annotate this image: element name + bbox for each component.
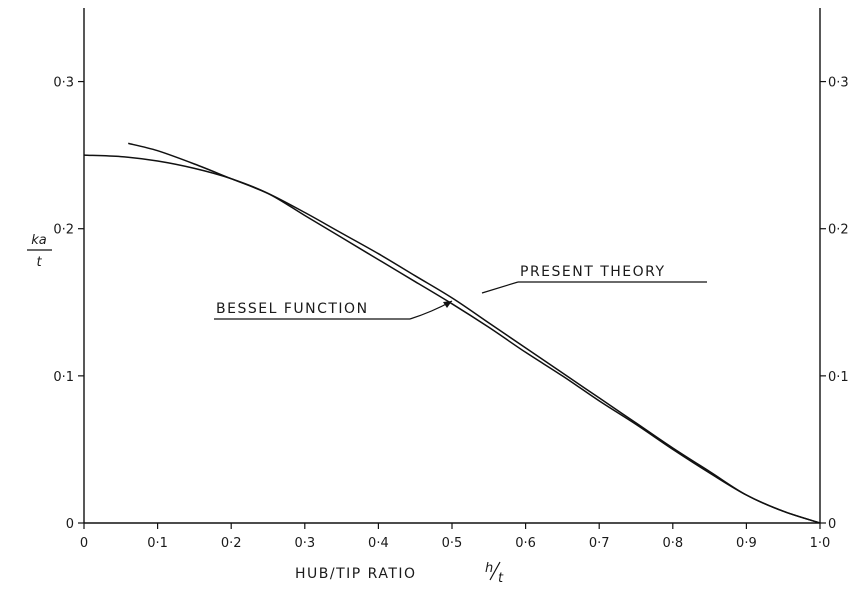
x-tick-label: 1·0	[810, 536, 831, 551]
x-tick-label: 0·1	[147, 536, 168, 551]
annotation-bessel-function: BESSEL FUNCTION	[214, 300, 453, 320]
annotation-present-theory-leader	[481, 281, 519, 294]
x-tick-label: 0·6	[515, 536, 536, 551]
x-tick-label: 0·9	[736, 536, 757, 551]
y-tick-label-left: 0·1	[53, 370, 74, 385]
y-tick-label-right: 0·1	[828, 370, 849, 385]
y-tick-label-right: 0·3	[828, 76, 849, 91]
bessel-function-line	[83, 154, 821, 524]
x-axis-symbol-slash	[489, 561, 501, 581]
y-axis-label-denominator: t	[36, 255, 42, 270]
y-ticks-right: 0 0·1 0·2 0·3	[820, 76, 849, 532]
x-tick-label: 0·8	[662, 536, 683, 551]
annotation-bessel-function-text: BESSEL FUNCTION	[216, 301, 369, 317]
x-tick-label: 0	[80, 536, 88, 551]
y-axis-label: ka t	[27, 233, 52, 270]
y-tick-label-left: 0·3	[53, 76, 74, 91]
annotation-bessel-function-arrowhead	[443, 301, 452, 308]
y-axis-label-numerator: ka	[31, 233, 47, 248]
x-tick-label: 0·7	[589, 536, 610, 551]
y-tick-label-left: 0	[66, 517, 74, 532]
annotation-present-theory: PRESENT THEORY	[481, 264, 707, 294]
x-axis-symbol-denominator: t	[498, 571, 504, 586]
y-ticks-left: 0 0·1 0·2 0·3	[53, 76, 84, 532]
x-tick-label: 0·2	[221, 536, 242, 551]
x-axis-symbol: h t	[485, 561, 504, 586]
x-axis-symbol-numerator: h	[485, 561, 493, 576]
series-group	[83, 142, 821, 524]
y-tick-label-left: 0·2	[53, 223, 74, 238]
x-tick-label: 0·4	[368, 536, 389, 551]
y-tick-label-right: 0	[828, 517, 836, 532]
x-axis-label: HUB/TIP RATIO	[295, 566, 417, 582]
x-tick-label: 0·5	[442, 536, 463, 551]
x-tick-label: 0·3	[294, 536, 315, 551]
annotation-present-theory-text: PRESENT THEORY	[520, 264, 666, 280]
y-tick-label-right: 0·2	[828, 223, 849, 238]
x-ticks: 0 0·1 0·2 0·3 0·4 0·5 0·6 0·7 0·8 0·9 1·0	[80, 523, 830, 551]
present-theory-line	[128, 142, 821, 524]
axes	[83, 8, 821, 524]
